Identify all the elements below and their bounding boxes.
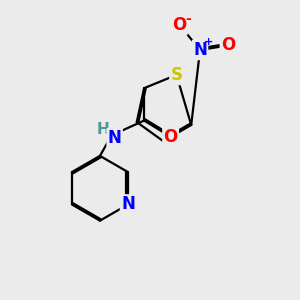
Text: H: H	[97, 122, 110, 137]
Text: O: O	[172, 16, 187, 34]
Text: +: +	[204, 37, 213, 46]
Text: S: S	[170, 66, 182, 84]
Text: O: O	[221, 37, 235, 55]
Text: N: N	[121, 196, 135, 214]
Text: N: N	[108, 129, 122, 147]
Text: -: -	[185, 12, 191, 26]
Text: N: N	[193, 41, 207, 59]
Text: O: O	[164, 128, 178, 146]
